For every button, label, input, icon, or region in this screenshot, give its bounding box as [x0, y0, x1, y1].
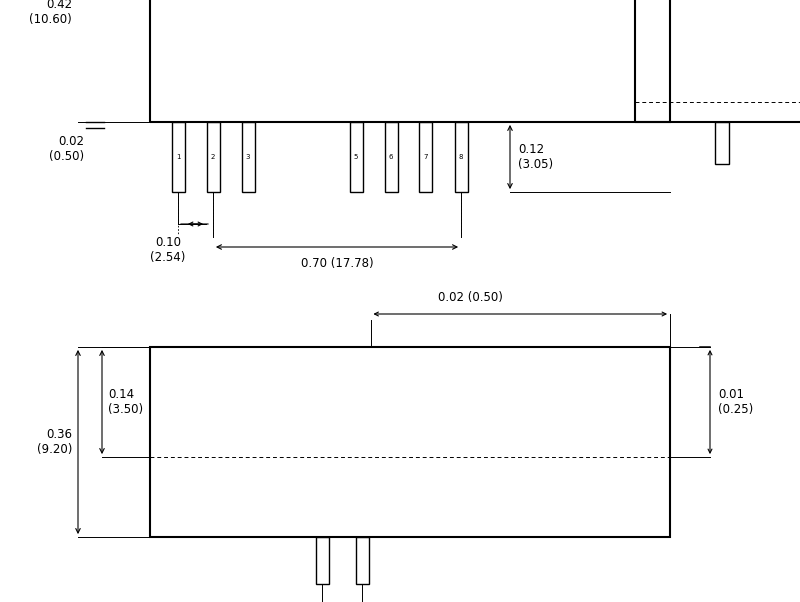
Text: 0.01
(0.25): 0.01 (0.25) [718, 388, 754, 416]
Bar [355, 537, 369, 584]
Bar [350, 122, 362, 192]
Bar [150, 0, 670, 122]
Text: 0.70 (17.78): 0.70 (17.78) [301, 257, 374, 270]
Text: 0.02 (0.50): 0.02 (0.50) [438, 291, 502, 304]
Text: 7: 7 [424, 154, 428, 160]
Text: 8: 8 [458, 154, 463, 160]
Text: 0.10
(2.54): 0.10 (2.54) [150, 236, 186, 264]
Bar [315, 537, 329, 584]
Bar [242, 122, 254, 192]
Text: 6: 6 [389, 154, 394, 160]
Text: 0.12
(3.05): 0.12 (3.05) [518, 143, 553, 171]
Text: 0.36
(9.20): 0.36 (9.20) [37, 428, 72, 456]
Bar [206, 122, 219, 192]
Bar [715, 122, 730, 164]
Bar [385, 122, 398, 192]
Text: 1: 1 [176, 154, 180, 160]
Text: 3: 3 [246, 154, 250, 160]
Text: 2: 2 [211, 154, 215, 160]
Text: 0.02
(0.50): 0.02 (0.50) [49, 135, 84, 163]
Bar [635, 0, 800, 122]
Text: 0.14
(3.50): 0.14 (3.50) [108, 388, 143, 416]
Text: 0.42
(10.60): 0.42 (10.60) [30, 0, 72, 26]
Bar [419, 122, 433, 192]
Bar [171, 122, 185, 192]
Bar [150, 347, 670, 537]
Bar [454, 122, 467, 192]
Text: 5: 5 [354, 154, 358, 160]
